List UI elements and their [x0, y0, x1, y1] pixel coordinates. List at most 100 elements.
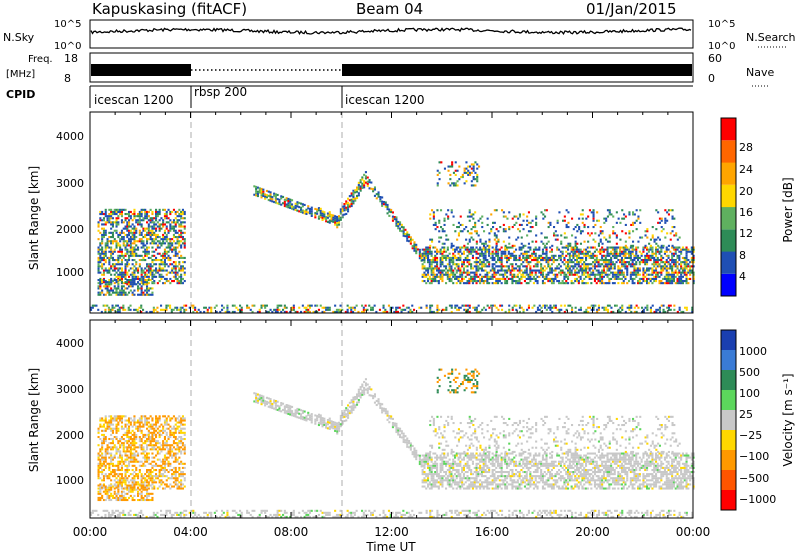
power-cell	[106, 291, 109, 294]
velocity-cell	[97, 464, 100, 467]
power-cell	[655, 275, 658, 278]
power-cell	[454, 169, 457, 172]
power-cell	[461, 265, 464, 268]
power-cell	[603, 236, 606, 239]
power-cell	[497, 259, 500, 262]
power-cell	[608, 269, 611, 272]
power-cell	[111, 223, 114, 226]
velocity-cell	[146, 423, 149, 426]
power-cell	[515, 259, 518, 262]
power-cell	[283, 306, 286, 309]
power-cell	[567, 221, 570, 224]
power-cell	[323, 215, 326, 218]
power-cell	[588, 275, 591, 278]
power-cell	[137, 281, 140, 284]
velocity-cell	[104, 458, 107, 461]
power-cell	[115, 287, 118, 290]
power-cell	[662, 265, 665, 268]
power-cell	[585, 282, 588, 285]
power-cell	[138, 240, 141, 243]
power-cell	[137, 215, 140, 218]
power-cell	[550, 282, 553, 285]
power-cell	[508, 226, 511, 229]
power-cell	[471, 250, 474, 253]
power-cell	[441, 273, 444, 276]
power-cell	[454, 248, 457, 251]
velocity-cell	[102, 477, 105, 480]
power-cell	[239, 310, 242, 313]
power-cell	[428, 275, 431, 278]
power-cell	[565, 223, 568, 226]
power-cell	[572, 265, 575, 268]
velocity-cell	[162, 429, 165, 432]
velocity-cell	[151, 456, 154, 459]
power-cell	[210, 310, 213, 313]
power-cell	[468, 215, 471, 218]
power-cell	[425, 250, 428, 253]
power-cell	[644, 230, 647, 233]
power-cell	[480, 248, 483, 251]
power-cell	[429, 213, 432, 216]
power-cell	[101, 279, 104, 282]
velocity-cell	[131, 477, 134, 480]
power-cell	[115, 304, 118, 307]
power-cell	[120, 263, 123, 266]
power-cell	[344, 310, 347, 313]
velocity-cell	[153, 431, 156, 434]
velocity-cell	[101, 479, 104, 482]
power-cell	[488, 261, 491, 264]
velocity-cell	[138, 417, 141, 420]
power-cell	[475, 308, 478, 311]
power-cell	[500, 263, 503, 266]
power-cell	[116, 304, 119, 307]
power-cell	[181, 267, 184, 270]
power-cell	[680, 265, 683, 268]
power-cell	[439, 261, 442, 264]
power-cell	[513, 215, 516, 218]
power-cell	[692, 246, 695, 249]
power-cell	[115, 246, 118, 249]
power-cell	[440, 226, 443, 229]
power-cell	[407, 306, 410, 309]
power-cell	[532, 282, 535, 285]
power-cell	[644, 244, 647, 247]
power-cell	[265, 304, 268, 307]
power-cell	[608, 211, 611, 214]
power-cell	[278, 200, 281, 203]
power-cell	[437, 250, 440, 253]
velocity-cell	[97, 473, 100, 476]
power-cell	[308, 210, 311, 213]
power-cell	[147, 282, 150, 285]
power-cell	[165, 250, 168, 253]
velocity-cell	[106, 452, 109, 455]
power-cell	[509, 263, 512, 266]
power-cell	[592, 238, 595, 241]
power-cell	[497, 254, 500, 257]
velocity-cell	[104, 475, 107, 478]
power-cell	[529, 277, 532, 280]
power-cell	[167, 217, 170, 220]
power-cell	[454, 304, 457, 307]
power-cell	[339, 210, 342, 213]
power-cell	[595, 273, 598, 276]
power-cell	[690, 265, 693, 268]
power-cell	[658, 238, 661, 241]
velocity-cell	[97, 458, 100, 461]
power-cell	[619, 252, 622, 255]
power-cell	[135, 283, 138, 286]
power-cell	[188, 306, 191, 309]
velocity-cell	[158, 458, 161, 461]
power-cell	[155, 215, 158, 218]
velocity-cell	[133, 438, 136, 441]
power-cell	[415, 250, 418, 253]
velocity-cell	[128, 444, 131, 447]
power-cell	[518, 223, 521, 226]
power-cell	[409, 242, 412, 245]
power-cell	[443, 223, 446, 226]
power-cell	[459, 230, 462, 233]
velocity-cell	[149, 442, 152, 445]
power-cell	[110, 277, 113, 280]
power-cell	[128, 275, 131, 278]
power-cell	[167, 256, 170, 259]
power-cell	[518, 269, 521, 272]
